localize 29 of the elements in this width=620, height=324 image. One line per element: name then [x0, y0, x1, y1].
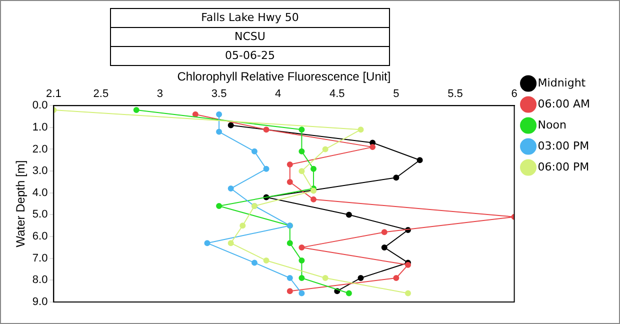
y-tick-label: 2.0 — [32, 143, 48, 156]
x-tick-label: 3.5 — [211, 88, 227, 100]
x-tick-label: 4.5 — [329, 88, 345, 100]
y-tick-label: 1.0 — [32, 121, 48, 134]
legend-label: 06:00 AM — [538, 97, 590, 110]
x-tick-label: 6 — [511, 88, 518, 100]
y-tick-label: 3.0 — [32, 165, 48, 178]
x-tick-label: 2.5 — [93, 88, 109, 100]
x-tick-label: 5.5 — [448, 88, 463, 100]
x-tick-label: 2.1 — [46, 88, 62, 100]
y-tick-label: 0.0 — [32, 100, 48, 112]
y-tick-label: 9.0 — [32, 296, 48, 308]
y-tick-label: 5.0 — [32, 208, 48, 221]
x-tick-label: 5 — [393, 88, 400, 100]
chart-title: Falls Lake Hwy 50 — [110, 8, 390, 28]
y-tick-label: 7.0 — [32, 252, 48, 264]
legend-label: 03:00 PM — [538, 139, 590, 152]
x-axis-title: Chlorophyll Relative Fluorescence [Unit] — [177, 70, 391, 84]
chart-subtitle: NCSU — [110, 27, 390, 47]
y-tick-label: 4.0 — [32, 186, 48, 199]
y-axis-title: Water Depth [m] — [14, 160, 28, 248]
legend-label: 06:00 PM — [538, 160, 590, 174]
x-tick-label: 4 — [275, 88, 282, 100]
x-tick-label: 3 — [156, 88, 164, 100]
legend-label: Midnight — [538, 76, 586, 90]
y-tick-label: 6.0 — [32, 230, 48, 243]
text: 05-06-25 — [110, 46, 390, 66]
legend-label: Noon — [538, 118, 566, 132]
y-tick-label: 8.0 — [32, 274, 48, 286]
